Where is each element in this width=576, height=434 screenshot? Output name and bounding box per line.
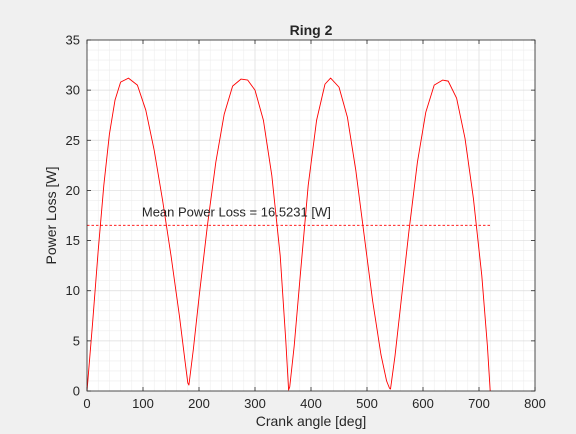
axis-ticks: 0 100 200 300 400 500 600 700 800 0 5 10 15 20 25 30 35 bbox=[66, 33, 546, 412]
y-tick-label: 0 bbox=[73, 384, 80, 399]
y-tick-label: 5 bbox=[73, 333, 80, 348]
x-tick-label: 200 bbox=[188, 396, 210, 411]
y-tick-label: 25 bbox=[66, 133, 80, 148]
mean-power-loss-annotation: Mean Power Loss = 16.5231 [W] bbox=[142, 205, 331, 220]
x-axis-label: Crank angle [deg] bbox=[256, 413, 367, 429]
annotation-layer: Mean Power Loss = 16.5231 [W] bbox=[142, 205, 331, 220]
series-layer bbox=[86, 77, 491, 392]
x-tick-label: 600 bbox=[412, 396, 434, 411]
x-tick-label: 300 bbox=[244, 396, 266, 411]
y-axis-label: Power Loss [W] bbox=[43, 166, 59, 264]
y-tick-label: 35 bbox=[66, 33, 80, 48]
y-tick-label: 20 bbox=[66, 183, 80, 198]
y-tick-label: 15 bbox=[66, 233, 80, 248]
x-tick-label: 800 bbox=[524, 396, 546, 411]
x-tick-label: 0 bbox=[83, 396, 90, 411]
x-tick-label: 400 bbox=[300, 396, 322, 411]
chart-title: Ring 2 bbox=[290, 22, 333, 38]
power-loss-series-line bbox=[86, 77, 491, 392]
x-tick-label: 100 bbox=[132, 396, 154, 411]
minor-grid bbox=[87, 40, 535, 391]
y-tick-label: 10 bbox=[66, 283, 80, 298]
x-tick-label: 500 bbox=[356, 396, 378, 411]
x-tick-label: 700 bbox=[468, 396, 490, 411]
y-tick-label: 30 bbox=[66, 83, 80, 98]
